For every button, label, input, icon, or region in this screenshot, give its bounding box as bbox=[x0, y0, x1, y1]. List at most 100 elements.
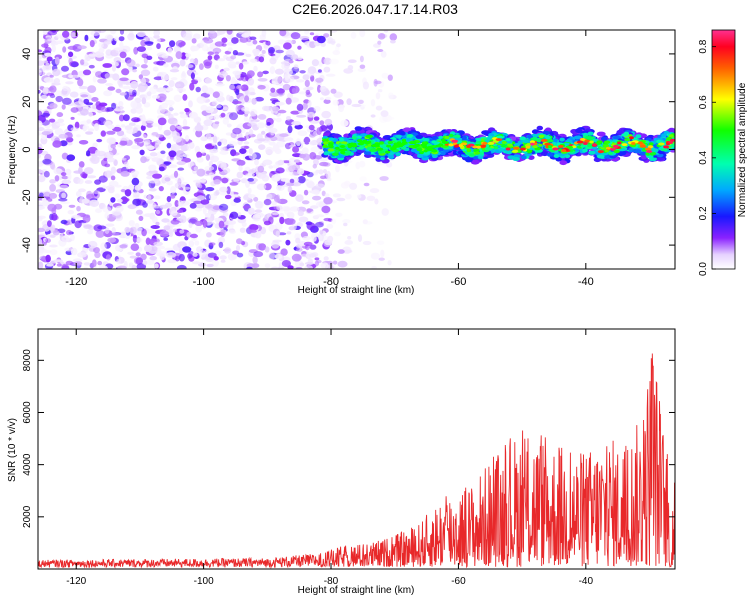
spectrogram-cell-1162 bbox=[257, 165, 265, 173]
spectrogram-cell-849 bbox=[307, 86, 314, 91]
spectrogram-cell-1956 bbox=[177, 200, 184, 207]
spectrogram-cell-1992 bbox=[141, 228, 147, 237]
spectrogram-cell-1503 bbox=[145, 145, 155, 150]
spectrogram-cell-2034 bbox=[38, 120, 43, 128]
spectrogram-cell-1269 bbox=[98, 175, 108, 183]
spectrogram-cell-1282 bbox=[326, 223, 334, 229]
spectrogram-cell-1284 bbox=[306, 222, 316, 231]
spectrogram-cell-1862 bbox=[175, 255, 180, 262]
spectrogram-cell-1585 bbox=[88, 111, 93, 117]
spectrogram-cell-1967 bbox=[84, 167, 94, 175]
spectrogram-cell-1535 bbox=[209, 155, 220, 163]
spectrogram-cell-1694 bbox=[344, 240, 354, 245]
spectrogram-cell-1644 bbox=[346, 98, 352, 106]
spectrogram-cell-1815 bbox=[249, 224, 259, 231]
spectrogram-cell-1758 bbox=[211, 142, 216, 146]
spectrogram-cell-1622 bbox=[47, 38, 56, 42]
spectrogram-cell-1511 bbox=[123, 114, 130, 122]
spectrogram-cell-368 bbox=[245, 131, 250, 139]
spectrogram-cell-429 bbox=[377, 40, 382, 45]
spectrogram-cell-1864 bbox=[110, 144, 116, 149]
spectrogram-cell-654 bbox=[38, 215, 46, 219]
spectrogram-cell-116 bbox=[140, 124, 146, 131]
spectrogram-cell-599 bbox=[222, 211, 229, 217]
spectrogram-cell-1169 bbox=[130, 108, 137, 114]
spectrogram-cell-1978 bbox=[297, 130, 308, 137]
spectrogram-cell-663 bbox=[62, 46, 67, 53]
spectrogram-cell-1495 bbox=[219, 203, 229, 211]
spectrogram-cell-318 bbox=[153, 195, 161, 200]
spectrogram-cell-1976 bbox=[80, 94, 89, 98]
spectrogram-cell-1858 bbox=[214, 51, 220, 55]
spectrogram-cell-1451 bbox=[167, 47, 173, 54]
spectrogram-cell-2041 bbox=[208, 30, 216, 34]
spectrogram-cell-822 bbox=[252, 256, 258, 264]
spectrogram-cell-291 bbox=[302, 74, 310, 81]
spectrogram-cell-660 bbox=[347, 59, 357, 63]
spectrogram-cell-389 bbox=[336, 99, 344, 107]
spectrogram-cell-1949 bbox=[182, 246, 192, 253]
spectrogram-cell-1047 bbox=[92, 142, 98, 148]
spectrogram-cell-1034 bbox=[254, 209, 263, 213]
spectrogram-cell-2015 bbox=[61, 235, 70, 243]
spectrogram-cell-1822 bbox=[86, 175, 97, 179]
spectrogram-cell-1802 bbox=[126, 59, 136, 68]
spectrogram-cell-1579 bbox=[151, 94, 160, 99]
spectrogram-cell-1600 bbox=[190, 72, 195, 80]
spectrogram-cell-1896 bbox=[237, 137, 247, 142]
spectrogram-cell-351 bbox=[303, 136, 311, 145]
spectrogram-cell-2043 bbox=[263, 44, 269, 49]
spectrogram-cell-312 bbox=[317, 69, 322, 73]
spectrogram-cell-1308 bbox=[172, 228, 178, 233]
spectrogram-cell-1357 bbox=[61, 179, 72, 185]
spectrogram-cell-1586 bbox=[70, 107, 79, 113]
spectrogram-cell-307 bbox=[199, 63, 204, 70]
spectrogram-cell-2056 bbox=[68, 74, 74, 79]
spectrogram-cell-1952 bbox=[133, 127, 138, 133]
spectrogram-cell-1006 bbox=[323, 197, 333, 205]
spectrogram-cell-1716 bbox=[274, 68, 284, 75]
spectrogram-cell-405 bbox=[321, 110, 332, 119]
spectrogram-cell-1270 bbox=[295, 266, 303, 269]
spectrogram-cell-1968 bbox=[359, 160, 366, 168]
spectrogram-cell-1865 bbox=[204, 165, 215, 171]
spectrogram-cell-719 bbox=[169, 40, 176, 48]
spectrogram-cell-1201 bbox=[127, 251, 134, 255]
spectrogram-cell-1466 bbox=[173, 45, 181, 53]
spectrogram-cell-1886 bbox=[131, 117, 141, 123]
spectrogram-cell-1525 bbox=[324, 193, 330, 198]
spectrogram-cell-388 bbox=[217, 30, 226, 35]
spectrogram-cell-1959 bbox=[151, 132, 159, 136]
spectrogram-cell-679 bbox=[38, 147, 43, 155]
spectrogram-cell-665 bbox=[242, 61, 249, 65]
spectrogram-cell-447 bbox=[70, 32, 77, 38]
spectrogram-cell-1450 bbox=[89, 40, 95, 48]
spectrogram-cell-687 bbox=[340, 119, 349, 127]
spectrogram-cell-779 bbox=[49, 184, 56, 192]
spectrogram-cell-831 bbox=[38, 248, 44, 256]
spectrogram-cell-1709 bbox=[212, 47, 222, 54]
spectrogram-cell-1975 bbox=[238, 165, 243, 171]
spectrogram-cell-188 bbox=[85, 131, 94, 135]
spectrogram-cell-1358 bbox=[194, 240, 200, 246]
spectrogram-cell-1847 bbox=[358, 99, 364, 104]
spectrogram-cell-762 bbox=[221, 177, 229, 184]
spectrogram-cell-285 bbox=[298, 216, 309, 223]
spectrogram-cell-1314 bbox=[248, 169, 255, 174]
spectrogram-cell-1128 bbox=[242, 205, 251, 209]
spectrogram-cell-141 bbox=[131, 145, 141, 150]
spectrogram-cell-1572 bbox=[208, 242, 216, 246]
spectrogram-cell-1900 bbox=[104, 212, 110, 219]
spectrogram-cell-1627 bbox=[377, 49, 384, 52]
spectrogram-cell-344 bbox=[88, 64, 95, 69]
spectrogram-cell-874 bbox=[42, 241, 47, 246]
spectrogram-cell-1691 bbox=[310, 205, 319, 209]
spectrogram-cell-1021 bbox=[337, 249, 345, 254]
spectrogram-cell-836 bbox=[228, 64, 237, 69]
spectrogram-cell-366 bbox=[297, 176, 306, 184]
spectrogram-cell-1453 bbox=[254, 231, 262, 239]
spectrogram-cell-2042 bbox=[111, 210, 122, 216]
spectrogram-cell-1580 bbox=[88, 53, 97, 57]
spectrogram-cell-1541 bbox=[275, 117, 282, 123]
spectrogram-cell-1618 bbox=[362, 219, 368, 225]
